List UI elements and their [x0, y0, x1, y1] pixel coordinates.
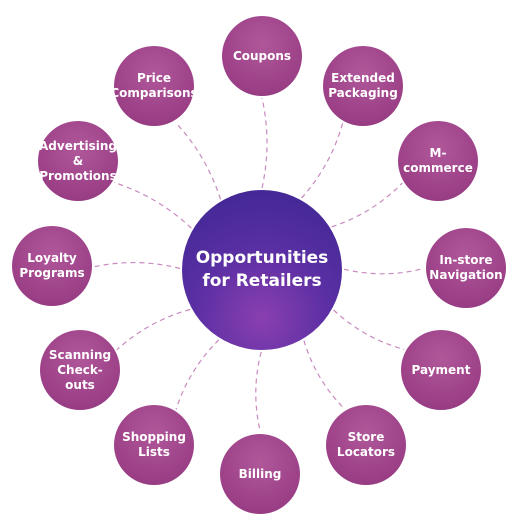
- node-label: M-commerce: [403, 146, 473, 175]
- node-label: Store Locators: [336, 430, 396, 459]
- node-store-locators: Store Locators: [326, 405, 406, 485]
- connector-line: [333, 309, 405, 351]
- node-label: Loyalty Programs: [19, 251, 85, 280]
- node-billing: Billing: [220, 434, 300, 514]
- connector-line: [255, 351, 262, 433]
- node-coupons: Coupons: [222, 16, 302, 96]
- connector-line: [301, 122, 344, 199]
- node-advertising-promotions: Advertising & Promotions: [38, 121, 118, 201]
- hub-label: Opportunities for Retailers: [195, 248, 329, 291]
- node-label: Advertising & Promotions: [39, 138, 117, 183]
- connector-line: [343, 267, 425, 275]
- connector-line: [174, 121, 222, 200]
- connector-line: [303, 340, 345, 410]
- node-m-commerce: M-commerce: [398, 121, 478, 201]
- connector-line: [93, 262, 181, 269]
- node-label: Extended Packaging: [328, 71, 398, 100]
- node-scanning-check-outs: Scanning Check-outs: [40, 330, 120, 410]
- connector-line: [113, 181, 192, 229]
- node-label: In-store Navigation: [429, 253, 503, 282]
- connector-line: [175, 339, 220, 410]
- node-payment: Payment: [401, 330, 481, 410]
- node-label: Coupons: [232, 48, 292, 63]
- hub-node: Opportunities for Retailers: [182, 190, 342, 350]
- node-label: Scanning Check-outs: [48, 347, 112, 392]
- connector-line: [331, 182, 403, 228]
- node-price-comparisons: Price Comparisons: [110, 46, 198, 126]
- connector-line: [261, 97, 268, 189]
- node-in-store-navigation: In-store Navigation: [426, 228, 506, 308]
- connector-line: [116, 308, 191, 351]
- node-label: Payment: [411, 362, 471, 377]
- node-loyalty-programs: Loyalty Programs: [12, 226, 92, 306]
- node-shopping-lists: Shopping Lists: [114, 405, 194, 485]
- node-label: Shopping Lists: [122, 430, 186, 459]
- node-label: Price Comparisons: [110, 71, 198, 100]
- node-extended-packaging: Extended Packaging: [323, 46, 403, 126]
- node-label: Billing: [238, 466, 282, 481]
